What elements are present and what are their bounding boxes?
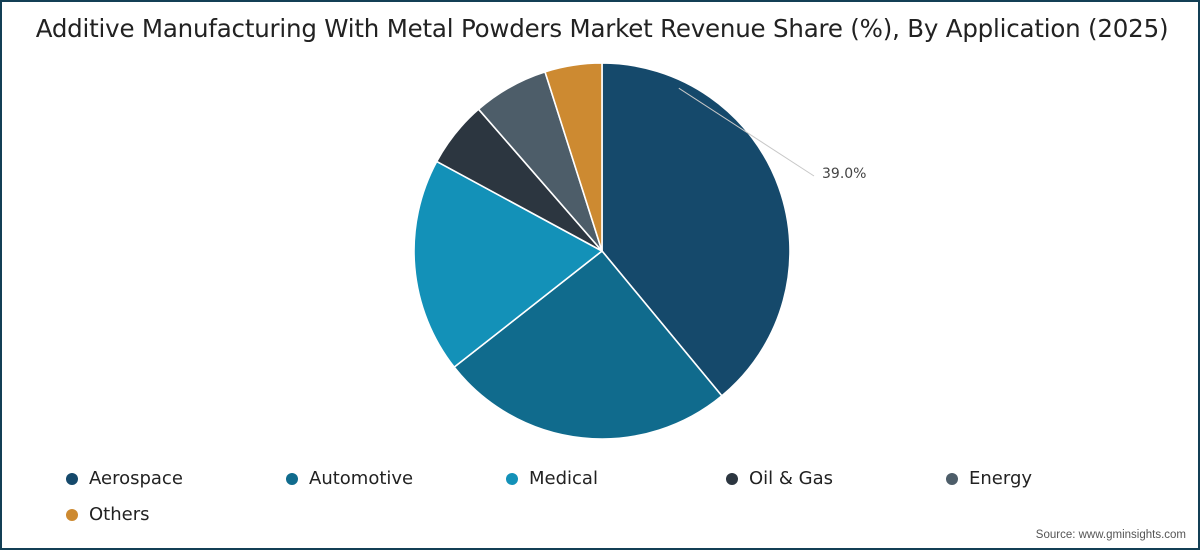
pie-slice-automotive[interactable] (453, 250, 723, 440)
legend-dot-icon (286, 472, 298, 485)
legend-item-automotive[interactable]: Automotive (286, 468, 413, 489)
legend-label: Energy (969, 468, 1033, 489)
source-note: Source: www.gminsights.com (1035, 529, 1186, 541)
legend-label: Medical (529, 468, 598, 489)
legend-dot-icon (726, 472, 738, 485)
legend-label: Others (89, 504, 150, 525)
pie-slice-aerospace[interactable] (601, 62, 791, 397)
legend-dot-icon (66, 508, 78, 521)
callout-leader-line (678, 87, 815, 177)
pie-slice-medical[interactable] (413, 160, 603, 368)
legend-item-others[interactable]: Others (66, 504, 150, 525)
legend-dot-icon (946, 472, 958, 485)
legend-item-aerospace[interactable]: Aerospace (66, 468, 183, 489)
legend-item-energy[interactable]: Energy (946, 468, 1032, 489)
aerospace-value-label: 39.0% (822, 166, 867, 182)
legend-item-medical[interactable]: Medical (506, 468, 598, 489)
legend-dot-icon (506, 472, 518, 485)
legend-label: Aerospace (89, 468, 183, 489)
legend-label: Automotive (309, 468, 414, 489)
legend-item-oil-gas[interactable]: Oil & Gas (726, 468, 833, 489)
legend-dot-icon (66, 472, 78, 485)
pie-slice-others[interactable] (544, 62, 603, 252)
chart-title: Additive Manufacturing With Metal Powder… (35, 14, 1169, 43)
legend-label: Oil & Gas (749, 468, 834, 489)
